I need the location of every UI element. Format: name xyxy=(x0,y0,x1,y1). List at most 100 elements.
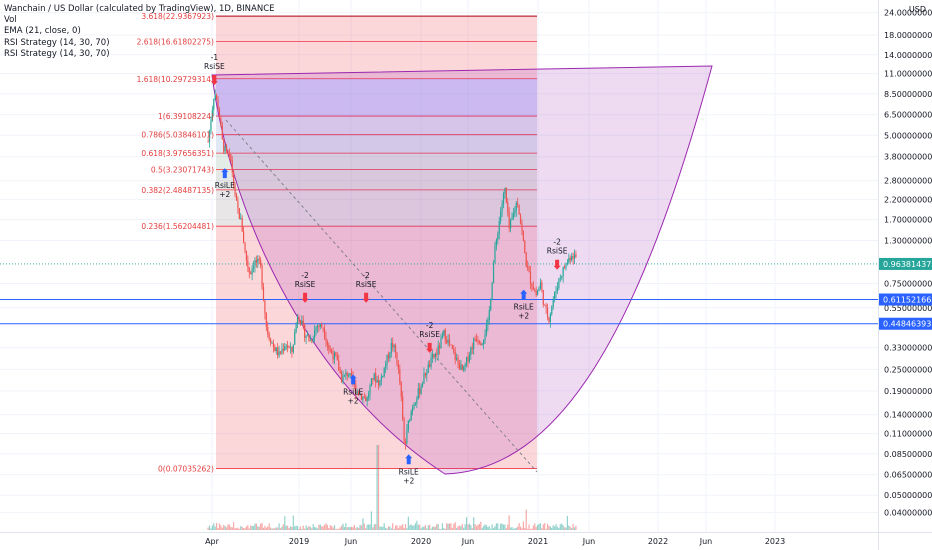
ema-indicator-label[interactable]: EMA (21, close, 0) xyxy=(4,26,81,37)
candle-body xyxy=(515,202,517,211)
candle-body xyxy=(389,353,391,359)
candle-body xyxy=(217,99,219,110)
volume-bar xyxy=(373,524,375,530)
chart-legend: Wanchain / US Dollar (calculated by Trad… xyxy=(4,4,275,60)
volume-bar xyxy=(464,524,466,530)
candle-body xyxy=(397,364,400,370)
candle-body xyxy=(525,253,527,267)
candle-body xyxy=(545,305,547,308)
volume-bar xyxy=(359,524,361,530)
volume-bar xyxy=(475,526,478,530)
candle-body xyxy=(287,345,289,348)
dashed-trendline[interactable] xyxy=(225,119,538,473)
candle-body xyxy=(514,210,516,214)
candle-body xyxy=(288,347,290,349)
volume-bar xyxy=(416,520,418,530)
volume-bar xyxy=(480,521,482,530)
candle-body xyxy=(278,351,280,356)
candle-body xyxy=(430,357,432,367)
rsi-strategy-label-1[interactable]: RSI Strategy (14, 30, 70) xyxy=(4,37,110,48)
candle-body xyxy=(306,335,309,337)
price-tick-label: 0.05000000 xyxy=(884,491,932,500)
candle-body xyxy=(255,259,257,263)
volume-bar xyxy=(289,526,292,530)
volume-bar xyxy=(487,527,489,530)
fib-level-label: 1(6.39108224) xyxy=(158,112,214,121)
candle-body xyxy=(257,258,259,263)
volume-bar xyxy=(509,527,512,530)
volume-bar xyxy=(502,524,505,530)
signal-count: +2 xyxy=(403,476,414,485)
volume-indicator-label[interactable]: Vol xyxy=(4,15,17,26)
volume-bar xyxy=(460,526,462,530)
candle-body xyxy=(338,360,340,371)
candle-body xyxy=(573,254,576,259)
candle-body xyxy=(269,338,272,344)
volume-bar xyxy=(383,523,385,530)
price-tick-label: 6.50000000 xyxy=(884,111,932,120)
volume-bar xyxy=(490,528,492,530)
volume-bar xyxy=(532,525,534,530)
volume-bar xyxy=(291,526,293,530)
volume-bar xyxy=(483,525,485,530)
candle-body xyxy=(390,342,392,354)
candle-body xyxy=(311,340,313,342)
signal-label: RsiLE xyxy=(343,387,363,396)
candle-body xyxy=(339,370,341,374)
candle-body xyxy=(316,326,319,328)
candle-body xyxy=(548,317,550,322)
volume-bar xyxy=(453,523,455,530)
candle-body xyxy=(454,352,456,360)
candle-body xyxy=(504,187,506,194)
volume-bar xyxy=(420,528,422,530)
fibonacci-labels: 3.618(22.9367923) 2.618(16.61802275) 1.618… xyxy=(137,12,215,473)
volume-bar xyxy=(231,527,233,530)
volume-bar xyxy=(363,523,365,530)
volume-bar xyxy=(284,516,286,530)
volume-bar xyxy=(484,524,486,530)
volume-bar xyxy=(386,528,388,530)
volume-bar xyxy=(536,524,539,530)
fib-level-label: 0.5(3.23071743) xyxy=(151,165,214,174)
candle-body xyxy=(529,271,532,284)
signal-count: -2 xyxy=(426,321,434,330)
candle-body xyxy=(373,373,375,380)
volume-bar xyxy=(380,526,382,530)
candle-body xyxy=(367,394,370,398)
volume-bar xyxy=(573,527,576,530)
candle-body xyxy=(282,348,284,351)
volume-bar xyxy=(331,525,333,530)
candle-body xyxy=(221,125,223,140)
time-tick-label: 2020 xyxy=(411,537,431,546)
candle-body xyxy=(427,364,429,374)
rsi-strategy-label-2[interactable]: RSI Strategy (14, 30, 70) xyxy=(4,48,110,59)
volume-bar xyxy=(393,528,395,530)
candle-body xyxy=(231,160,233,173)
symbol-title[interactable]: Wanchain / US Dollar (calculated by Trad… xyxy=(4,4,275,14)
cup-pattern-drawing[interactable] xyxy=(211,65,713,475)
volume-bar xyxy=(326,524,328,530)
time-axis[interactable]: Apr 2019 Jun 2020 Jun 2021 Jun 2022 Jun 2023 xyxy=(205,537,785,546)
candle-body xyxy=(436,353,438,355)
candle-body xyxy=(332,353,334,360)
candle-body xyxy=(224,146,226,152)
price-axis[interactable]: 24.00000000 18.00000000 14.00000000 11.0000… xyxy=(884,9,932,518)
price-tag-box xyxy=(879,317,932,330)
candle-body xyxy=(218,109,221,119)
time-tick-label: Jun xyxy=(344,537,358,546)
volume-bar xyxy=(333,525,336,530)
volume-bar xyxy=(518,523,520,530)
volume-bar xyxy=(514,528,516,530)
horizontal-price-lines[interactable] xyxy=(0,263,878,325)
price-tick-label: 5.00000000 xyxy=(884,131,932,140)
candle-body xyxy=(359,394,361,396)
volume-bar xyxy=(362,518,364,530)
candle-body xyxy=(240,218,242,220)
candle-body xyxy=(554,292,556,301)
sell-arrow-icon xyxy=(362,292,370,303)
candle-body xyxy=(521,223,523,231)
candle-body xyxy=(531,283,533,287)
volume-bar xyxy=(491,524,493,530)
price-tick-label: 11.00000000 xyxy=(884,70,932,79)
